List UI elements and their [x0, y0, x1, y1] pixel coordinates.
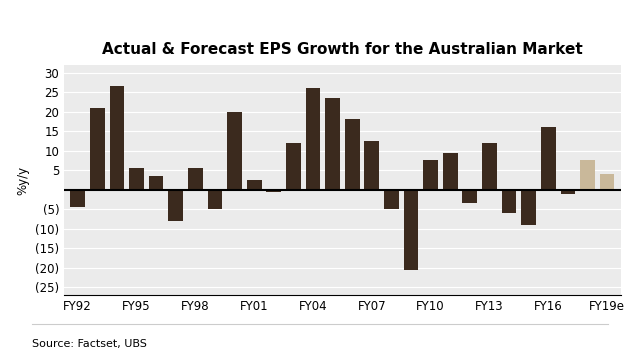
- Text: Source: Factset, UBS: Source: Factset, UBS: [32, 339, 147, 349]
- Bar: [384, 190, 399, 209]
- Bar: [325, 98, 340, 190]
- Bar: [482, 143, 497, 190]
- Bar: [463, 190, 477, 203]
- Y-axis label: %y/y: %y/y: [17, 166, 29, 194]
- Bar: [168, 190, 183, 221]
- Bar: [109, 86, 124, 190]
- Bar: [148, 176, 163, 190]
- Bar: [423, 161, 438, 190]
- Bar: [188, 168, 203, 190]
- Bar: [561, 190, 575, 194]
- Bar: [522, 190, 536, 225]
- Bar: [306, 88, 321, 190]
- Bar: [90, 108, 105, 190]
- Bar: [600, 174, 614, 190]
- Bar: [502, 190, 516, 213]
- Bar: [541, 127, 556, 190]
- Bar: [70, 190, 85, 207]
- Bar: [580, 161, 595, 190]
- Bar: [345, 120, 360, 190]
- Bar: [404, 190, 419, 270]
- Bar: [266, 190, 281, 192]
- Title: Actual & Forecast EPS Growth for the Australian Market: Actual & Forecast EPS Growth for the Aus…: [102, 42, 583, 57]
- Bar: [364, 141, 379, 190]
- Bar: [227, 112, 242, 190]
- Bar: [247, 180, 262, 190]
- Bar: [129, 168, 144, 190]
- Bar: [207, 190, 222, 209]
- Bar: [286, 143, 301, 190]
- Bar: [443, 153, 458, 190]
